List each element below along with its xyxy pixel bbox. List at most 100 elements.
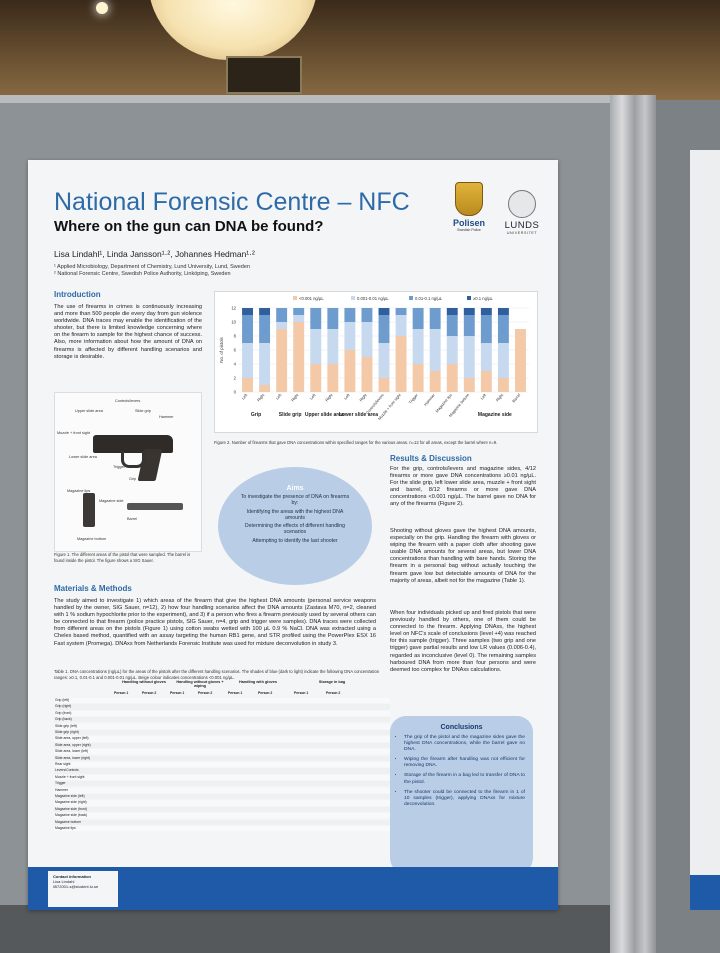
table-row: Hammer [54,787,390,793]
fig-label: Barrel [127,517,138,521]
table-row-label: Magazine side (front) [55,806,87,811]
y-tick-label: 0 [234,390,237,395]
poster-authors: Lisa Lindahl¹, Linda Jansson¹·², Johanne… [54,249,255,259]
affiliation: ² National Forensic Centre, Swedish Poli… [54,271,231,277]
bar-segment [293,315,305,322]
legend-label: 0.001-0.01 ng/µL [357,296,389,301]
table-person-header: Person 1 [114,691,129,695]
bar-segment [497,315,509,343]
bar-segment [446,336,458,364]
table-person-header: Person 1 [294,691,309,695]
poster-subtitle: Where on the gun can DNA be found? [54,218,324,235]
fig-label: Magazine lips [67,489,91,493]
bar-segment [480,343,492,371]
intro-text: The use of firearms in crimes is continu… [54,304,202,360]
legend-swatch [467,296,471,300]
x-tick-label: Right [325,392,334,402]
table-row: Grip (left) [54,698,390,704]
fig-label: Magazine side [99,499,124,503]
table-person-header: Person 1 [170,691,185,695]
bar-segment [446,308,458,315]
conclusions-box: Conclusions The grip of the pistol and t… [390,716,533,874]
table-row-label: Grip (right) [55,704,72,709]
legend-swatch [409,296,413,300]
legend-swatch [293,296,297,300]
logo-subtext: Swedish Police [457,228,481,232]
bar-segment [242,315,253,343]
table-row: Slide area, lower (left) [54,749,390,755]
poster: National Forensic Centre – NFC Where on … [28,160,558,910]
logo-text: LUNDS [504,220,540,231]
bar-segment [395,336,407,392]
magazine-icon [83,493,95,527]
logo-text: Polisen [452,218,485,228]
methods-heading: Materials & Methods [54,584,132,593]
bar-segment [480,315,492,343]
bar-segment [310,364,322,392]
contact-heading: Contact information [53,874,91,879]
table-row-label: Magazine side (back) [55,813,88,818]
bar-segment [395,308,407,315]
conclusion-item: Storage of the firearm in a bag led to t… [404,773,525,785]
table-row-label: Grip (left) [55,698,70,702]
table-row-label: Muzzle + front sight [55,774,85,779]
table-row: Magazine side (right) [54,800,390,806]
fig-label: Lower slide area [69,455,97,459]
fig-label: Magazine bottom [77,537,107,541]
results-heading: Results & Discussion [390,454,472,463]
table-row: Slide grip (right) [54,730,390,736]
bar-segment [361,357,373,392]
table-row-label: Slide grip (left) [55,723,77,728]
table-group-header: Handling with gloves [239,680,277,684]
table-row: Grip (front) [54,710,390,716]
legend-label: ≥0.1 ng/µL [473,296,494,301]
bar-segment [259,343,271,385]
bar-segment [327,308,339,329]
bar-segment [378,308,390,315]
table-row: Muzzle + front sight [54,774,390,780]
x-group-label: Magazine side [478,412,512,418]
table-row: Rear sight [54,762,390,768]
bar-segment [429,308,441,329]
y-axis-label: No. of pistols [219,337,224,363]
table-row: Slide area, lower (right) [54,755,390,761]
table-row-label: Magazine bottom [55,819,82,824]
affiliation: ¹ Applied Microbiology, Department of Ch… [54,264,250,270]
table-group-header: Handling without gloves [122,680,166,684]
table-group-header: Storage in bag [318,680,346,684]
pistol-figure: Controls/levers Upper slide area Slide g… [54,392,202,552]
table-row-label: Hammer [55,787,68,792]
poster-footer: Contact information Lisa Lindahl li57200… [28,867,558,910]
aims-item: Identifying the areas with the highest D… [246,508,344,521]
bar-segment [293,308,305,315]
wall-fixture [226,56,302,94]
x-tick-label: Right [495,392,504,402]
board-post [634,95,656,953]
table-row-label: Grip (back) [55,717,72,722]
adjacent-poster-footer [690,875,720,910]
y-tick-label: 6 [234,348,237,353]
x-tick-label: Right [257,392,266,402]
table-person-header: Person 1 [228,691,243,695]
poster-board-frame [0,95,610,103]
table-row-label: Rear sight [55,762,71,766]
table-row: Slide area, upper (left) [54,736,390,742]
bar-segment [276,329,288,392]
bar-segment [497,308,509,315]
room-wall [0,0,720,100]
dna-chart: <0.001 ng/µL 0.001-0.01 ng/µL 0.01-0.1 ng/… [214,291,538,433]
table-row: Grip (back) [54,717,390,723]
aims-item: Determining the effects of different han… [244,523,346,536]
fig-label: Slide grip [135,409,151,413]
bar-segment [259,308,271,315]
table-row-label: Slide area, lower (left) [55,749,88,754]
contact-name: Lisa Lindahl [53,879,75,884]
bar-segment [344,350,356,392]
aims-intro: To investigate the presence of DNA on fi… [240,494,350,507]
adjacent-poster [690,150,720,910]
x-tick-label: Right [359,392,368,402]
y-tick-label: 10 [231,320,236,325]
fig-label: Grip [129,477,137,481]
x-group-label: Slide grip [279,412,302,418]
bar-segment [242,308,253,315]
